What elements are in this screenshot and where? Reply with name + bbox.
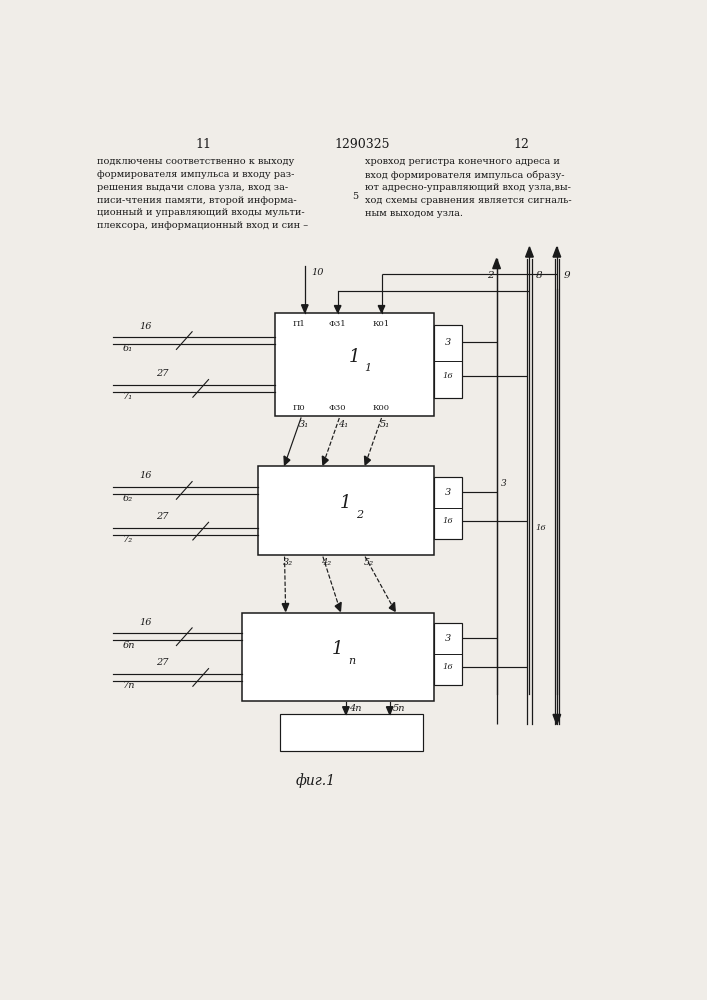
- Text: 6₁: 6₁: [123, 344, 133, 353]
- Polygon shape: [343, 707, 349, 714]
- Bar: [433, 325, 462, 398]
- Text: 16: 16: [535, 524, 546, 532]
- Text: 3: 3: [445, 488, 451, 497]
- Text: 27: 27: [156, 369, 168, 378]
- Text: 1290325: 1290325: [334, 138, 390, 151]
- Text: 4₂: 4₂: [321, 558, 332, 567]
- Bar: [242, 613, 433, 701]
- Polygon shape: [365, 456, 370, 465]
- Text: 16: 16: [443, 372, 453, 380]
- Polygon shape: [387, 707, 393, 714]
- Text: 5₂: 5₂: [363, 558, 373, 567]
- Text: 11: 11: [195, 138, 211, 151]
- Text: 1: 1: [332, 640, 344, 658]
- Text: 27: 27: [156, 658, 168, 667]
- Bar: [275, 312, 433, 416]
- Text: фиг.1: фиг.1: [296, 773, 336, 788]
- Polygon shape: [378, 306, 385, 312]
- Text: 3: 3: [445, 634, 451, 643]
- Bar: [433, 477, 462, 539]
- Text: 16: 16: [140, 322, 152, 331]
- Text: 5п: 5п: [392, 704, 405, 713]
- Text: 2: 2: [356, 510, 363, 520]
- Text: П0: П0: [293, 404, 305, 412]
- Text: К01: К01: [373, 320, 390, 328]
- Text: П1: П1: [293, 320, 305, 328]
- Text: 12: 12: [513, 138, 529, 151]
- Text: 4п: 4п: [349, 704, 361, 713]
- Bar: [258, 466, 433, 555]
- Text: 3: 3: [445, 338, 451, 347]
- Text: 9: 9: [563, 271, 570, 280]
- Text: 3₁: 3₁: [299, 420, 310, 429]
- Text: 10: 10: [311, 268, 324, 277]
- Polygon shape: [282, 603, 288, 611]
- Polygon shape: [335, 602, 341, 611]
- Text: 4₁: 4₁: [338, 420, 348, 429]
- Text: 1: 1: [364, 363, 371, 373]
- Polygon shape: [301, 305, 308, 312]
- Text: 27: 27: [156, 512, 168, 521]
- Text: 1: 1: [349, 348, 360, 366]
- Text: 6₂: 6₂: [123, 494, 133, 503]
- Polygon shape: [284, 456, 290, 465]
- Polygon shape: [322, 456, 328, 465]
- Bar: [433, 623, 462, 685]
- Polygon shape: [493, 259, 501, 269]
- Text: 5₁: 5₁: [380, 420, 390, 429]
- Text: 7п: 7п: [123, 681, 136, 690]
- Text: 7₂: 7₂: [123, 535, 133, 544]
- Bar: [280, 714, 423, 751]
- Text: 16: 16: [140, 471, 152, 480]
- Text: 3: 3: [501, 479, 507, 488]
- Text: Φ31: Φ31: [329, 320, 346, 328]
- Polygon shape: [334, 306, 341, 312]
- Polygon shape: [390, 602, 395, 611]
- Text: 2: 2: [487, 271, 494, 280]
- Text: Φ30: Φ30: [329, 404, 346, 412]
- Polygon shape: [525, 247, 533, 257]
- Text: п: п: [348, 656, 355, 666]
- Text: 6п: 6п: [123, 641, 136, 650]
- Text: хровход регистра конечного адреса и
вход формирователя импульса образу-
ют адрес: хровход регистра конечного адреса и вход…: [365, 157, 572, 218]
- Polygon shape: [553, 247, 561, 257]
- Text: 16: 16: [443, 663, 453, 671]
- Text: 7₁: 7₁: [123, 392, 133, 401]
- Polygon shape: [553, 714, 561, 724]
- Text: К00: К00: [373, 404, 390, 412]
- Text: подключены соответственно к выходу
формирователя импульса и входу раз-
решения в: подключены соответственно к выходу форми…: [97, 157, 308, 230]
- Text: 3₂: 3₂: [283, 558, 293, 567]
- Text: 16: 16: [443, 517, 453, 525]
- Text: 5: 5: [352, 192, 358, 201]
- Text: 8: 8: [536, 271, 543, 280]
- Text: 16: 16: [140, 618, 152, 627]
- Text: 1: 1: [340, 494, 351, 512]
